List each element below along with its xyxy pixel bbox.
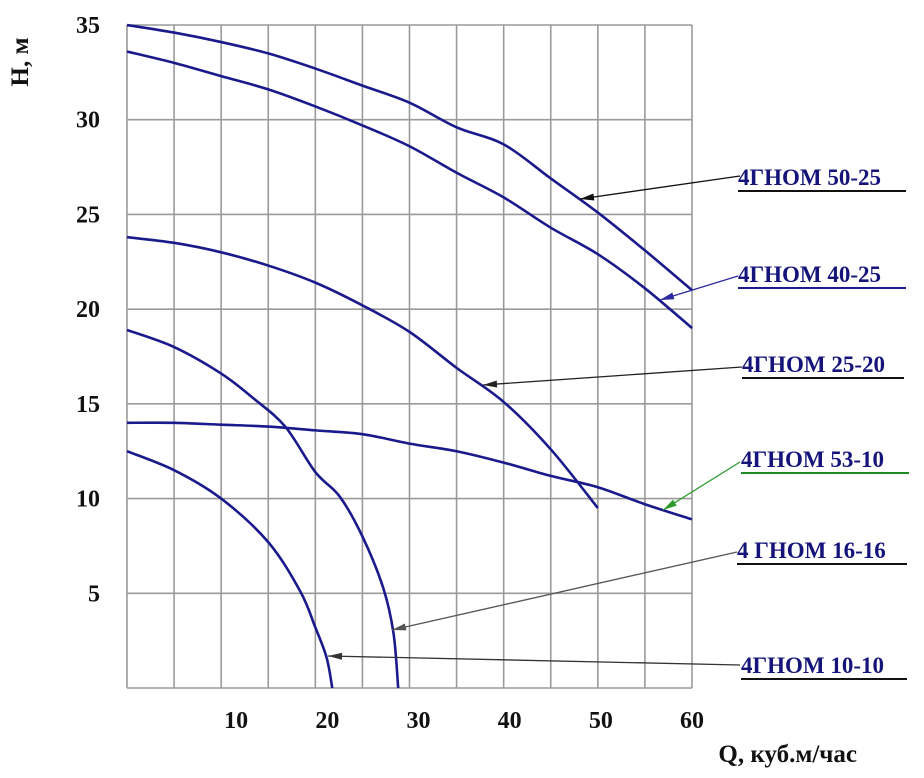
curve-label: 4 ГНОМ 16-16 [737, 538, 886, 563]
curve-4ГНОМ-10-10 [126, 450, 334, 689]
arrowhead-icon [483, 380, 498, 388]
curve-4ГНОМ-40-25 [126, 50, 693, 330]
y-tick-label: 10 [76, 487, 100, 513]
curves [126, 23, 693, 689]
leader-line [391, 551, 738, 631]
annotations: 4ГНОМ 50-25 4ГНОМ 40-25 4ГНОМ 25-20 4ГНОМ 5… [327, 165, 909, 680]
curve-4ГНОМ-53-10 [126, 421, 693, 521]
arrowhead-icon [328, 652, 343, 660]
arrowhead-icon [580, 193, 595, 201]
curve-label: 4ГНОМ 53-10 [741, 447, 884, 472]
leader-line [482, 366, 743, 386]
curve-label: 4ГНОМ 25-20 [742, 352, 885, 377]
x-tick-label: 10 [224, 708, 248, 734]
arrowhead-icon [660, 292, 675, 300]
y-tick-label: 30 [76, 108, 100, 134]
x-tick-label: 30 [407, 708, 431, 734]
y-tick-label: 5 [88, 581, 100, 607]
arrowhead-icon [663, 499, 677, 510]
x-tick-label: 40 [498, 708, 522, 734]
y-axis-label: H, м [7, 38, 34, 87]
curve-4ГНОМ-25-20 [126, 235, 599, 509]
x-axis-label: Q, куб.м/час [718, 741, 857, 768]
curve-4ГНОМ-50-25 [126, 23, 693, 292]
leader-line [327, 655, 741, 666]
curve-label: 4ГНОМ 40-25 [738, 262, 881, 287]
leader-line [662, 461, 741, 511]
x-tick-label: 50 [589, 708, 613, 734]
curve-4-ГНОМ-16-16 [126, 328, 400, 689]
curve-label: 4ГНОМ 10-10 [741, 653, 884, 678]
y-tick-label: 25 [76, 202, 100, 228]
y-tick-label: 35 [76, 13, 100, 39]
x-tick-label: 60 [680, 708, 704, 734]
tick-labels: 10 20 30 40 50 60 5 10 15 20 25 30 35 [76, 13, 704, 734]
x-tick-label: 20 [315, 708, 339, 734]
y-tick-label: 15 [76, 392, 100, 418]
leader-line [579, 175, 741, 200]
y-tick-label: 20 [76, 297, 100, 323]
curve-label: 4ГНОМ 50-25 [738, 165, 881, 190]
grid [126, 24, 693, 689]
arrowhead-icon [392, 623, 407, 631]
